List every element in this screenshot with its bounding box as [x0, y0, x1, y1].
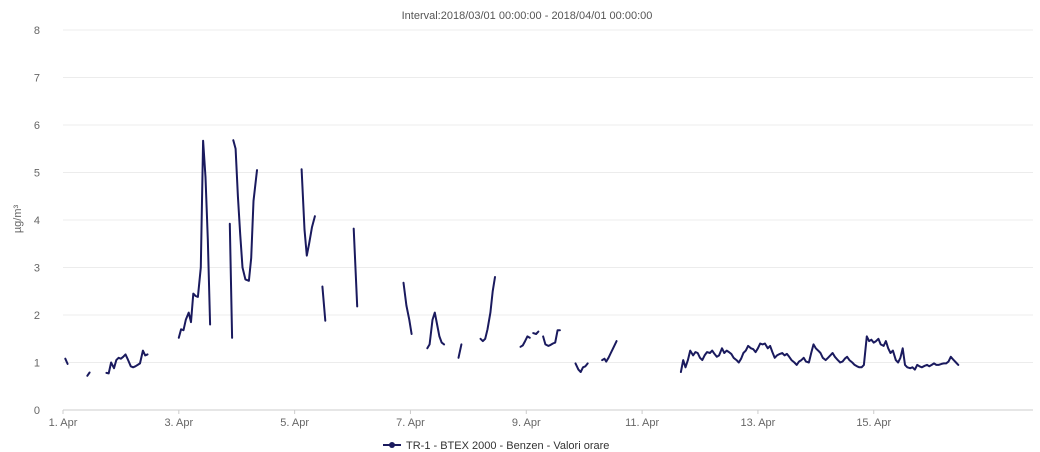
x-tick-label: 15. Apr — [856, 417, 891, 429]
series-line-segment[interactable] — [177, 139, 212, 339]
y-axis-label: µg/m³ — [12, 204, 24, 233]
series-line-segment[interactable] — [479, 276, 496, 343]
series-line-segment[interactable] — [105, 349, 149, 375]
legend-marker-icon — [389, 442, 395, 448]
series-line-segment[interactable] — [64, 357, 69, 365]
y-tick-label: 5 — [34, 168, 40, 180]
y-tick-label: 6 — [34, 120, 40, 132]
x-tick-label: 13. Apr — [740, 417, 775, 429]
x-tick-label: 11. Apr — [625, 417, 659, 429]
chart-title: Interval:2018/03/01 00:00:00 - 2018/04/0… — [402, 10, 653, 22]
y-tick-label: 3 — [34, 263, 40, 275]
series-line-segment[interactable] — [542, 329, 561, 347]
y-tick-label: 7 — [34, 73, 40, 85]
x-tick-label: 7. Apr — [396, 417, 425, 429]
series-line-segment[interactable] — [321, 285, 327, 322]
y-tick-label: 4 — [34, 215, 40, 227]
series-line-segment[interactable] — [300, 168, 316, 257]
series-line-segment[interactable] — [86, 371, 91, 377]
series-line-segment[interactable] — [352, 227, 359, 308]
series-line-segment[interactable] — [519, 335, 531, 348]
x-tick-label: 3. Apr — [164, 417, 193, 429]
series-line-segment[interactable] — [426, 311, 446, 350]
legend[interactable]: TR-1 - BTEX 2000 - Benzen - Valori orare — [383, 440, 609, 452]
grid-lines — [63, 29, 1033, 411]
x-tick-label: 9. Apr — [512, 417, 541, 429]
legend-label: TR-1 - BTEX 2000 - Benzen - Valori orare — [406, 440, 609, 452]
series-line-segment[interactable] — [601, 340, 618, 363]
series-line-segment[interactable] — [679, 335, 960, 373]
series-line-segment[interactable] — [228, 222, 234, 339]
x-tick-label: 5. Apr — [280, 417, 309, 429]
y-tick-label: 2 — [34, 310, 40, 322]
series-line-segment[interactable] — [574, 362, 589, 373]
series-line-segment[interactable] — [402, 281, 413, 335]
series-lines — [64, 139, 960, 377]
x-tick-label: 1. Apr — [49, 417, 78, 429]
y-tick-label: 0 — [34, 405, 40, 417]
y-axis-ticks: 0 1 2 3 4 5 6 7 8 — [34, 25, 40, 417]
series-line-segment[interactable] — [532, 330, 540, 335]
series-line-segment[interactable] — [457, 343, 463, 359]
x-axis-ticks: 1. Apr 3. Apr 5. Apr 7. Apr 9. Apr 11. Apr 13.… — [49, 410, 892, 429]
series-line-segment[interactable] — [232, 139, 258, 282]
y-tick-label: 1 — [34, 358, 40, 370]
y-tick-label: 8 — [34, 25, 40, 37]
